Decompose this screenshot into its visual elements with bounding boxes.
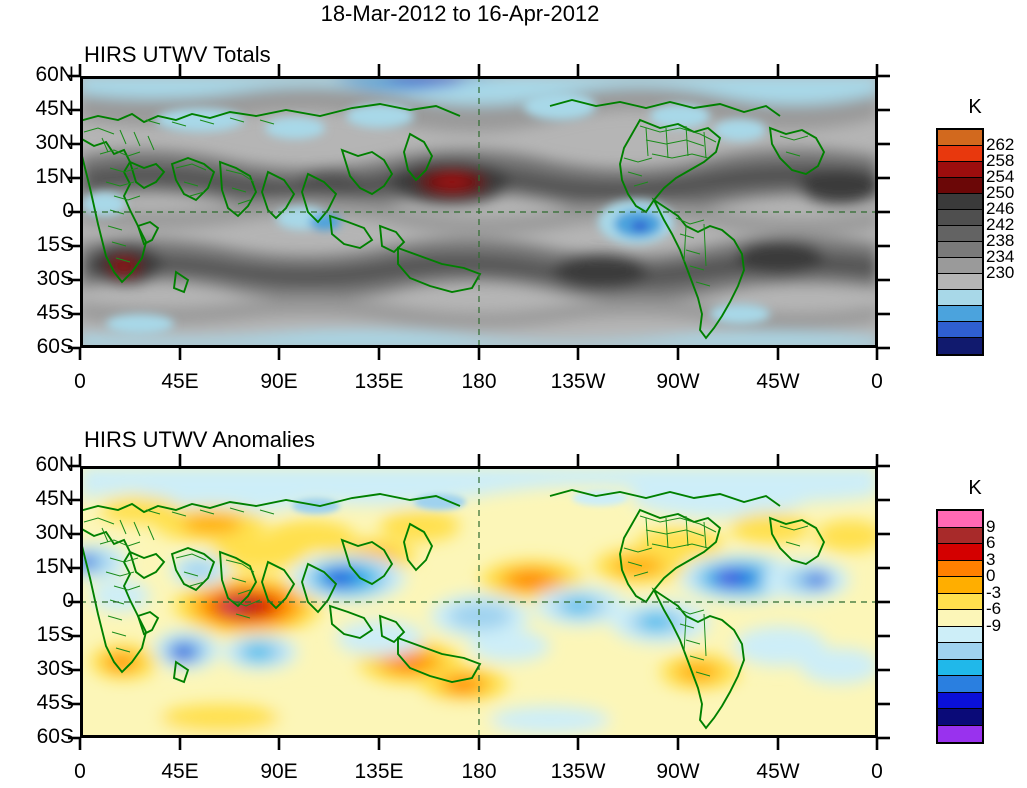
colorbar-band — [938, 692, 982, 709]
lon-label: 0 — [871, 370, 883, 393]
lon-label: 90E — [260, 760, 298, 783]
lon-label: 45W — [756, 760, 800, 783]
colorbar-tick-label: 238 — [986, 231, 1015, 250]
colorbar-band — [938, 709, 982, 726]
colorbar-band — [938, 242, 982, 258]
panel-title-totals: HIRS UTWV Totals — [84, 42, 271, 67]
colorbar-band — [938, 544, 982, 561]
colorbar-tick-label: -3 — [986, 582, 1002, 602]
colorbar-band — [938, 258, 982, 274]
lat-label: 0 — [62, 589, 74, 612]
colorbar-tick-label: 262 — [986, 135, 1015, 154]
colorbar-tick-label: 9 — [986, 516, 996, 536]
colorbar-tick-label: 3 — [986, 549, 996, 569]
colorbar-tick-label: 258 — [986, 151, 1015, 170]
lon-label: 0 — [74, 760, 86, 783]
colorbar-tick-label: 246 — [986, 199, 1015, 218]
colorbar-tick-label: 250 — [986, 183, 1015, 202]
lon-label: 180 — [461, 370, 497, 393]
colorbar-band — [938, 290, 982, 306]
colorbar-band — [938, 274, 982, 290]
colorbar-band — [938, 610, 982, 627]
lat-label: 15S — [36, 233, 74, 256]
lon-label: 180 — [461, 760, 497, 783]
lon-label: 135W — [550, 370, 606, 393]
lon-label: 90W — [656, 370, 700, 393]
lon-label: 45E — [161, 370, 199, 393]
colorbar-band — [938, 338, 982, 354]
colorbar-band — [938, 322, 982, 338]
colorbar-band — [938, 162, 982, 178]
panel-title-anomalies: HIRS UTWV Anomalies — [84, 427, 316, 452]
map-anomalies[interactable] — [80, 466, 878, 738]
colorbar-unit-anomalies: K — [968, 477, 982, 499]
colorbar-tick-label: -6 — [986, 599, 1002, 618]
lat-label: 15S — [36, 623, 74, 646]
colorbar-tick-label: 6 — [986, 533, 996, 552]
lon-label: 90W — [656, 760, 700, 783]
lon-label: 135E — [354, 370, 404, 393]
lat-label: 15N — [35, 165, 74, 188]
colorbar-tick-label: -9 — [986, 615, 1002, 635]
colorbar-tick-label: 254 — [986, 167, 1015, 186]
lat-label: 0 — [62, 199, 74, 222]
map-totals[interactable] — [80, 76, 878, 348]
colorbar-band — [938, 178, 982, 194]
colorbar-band — [938, 130, 982, 146]
lat-label: 15N — [35, 555, 74, 578]
colorbar-unit-totals: K — [968, 96, 982, 118]
colorbar-tick-label: 230 — [986, 263, 1015, 282]
colorbar-tick-label: 0 — [986, 566, 996, 585]
lat-label: 60S — [36, 335, 74, 358]
colorbar-band — [938, 626, 982, 643]
colorbar-band — [938, 226, 982, 242]
lat-label: 30N — [35, 131, 74, 154]
page-title: 18-Mar-2012 to 16-Apr-2012 — [320, 1, 600, 26]
colorbar-band — [938, 194, 982, 210]
lon-label: 135W — [550, 760, 606, 783]
lat-label: 60N — [35, 453, 74, 476]
lat-label: 45S — [36, 301, 74, 324]
colorbar-band — [938, 676, 982, 693]
lon-label: 90E — [260, 370, 298, 393]
lon-label: 0 — [871, 760, 883, 783]
lat-label: 30N — [35, 521, 74, 544]
lat-label: 45S — [36, 691, 74, 714]
colorbar-tick-label: 242 — [986, 215, 1015, 234]
lon-label: 45W — [756, 370, 800, 393]
colorbar-band — [938, 511, 982, 528]
colorbar-anomalies[interactable] — [936, 509, 984, 744]
lat-label: 30S — [36, 267, 74, 290]
lon-label: 0 — [74, 370, 86, 393]
colorbar-band — [938, 210, 982, 226]
lat-label: 30S — [36, 657, 74, 680]
lat-label: 45N — [35, 487, 74, 510]
colorbar-band — [938, 725, 982, 742]
colorbar-band — [938, 146, 982, 162]
colorbar-band — [938, 527, 982, 544]
colorbar-tick-label: 234 — [986, 247, 1015, 266]
lat-label: 60S — [36, 725, 74, 748]
colorbar-band — [938, 643, 982, 660]
colorbar-band — [938, 593, 982, 610]
colorbar-band — [938, 659, 982, 676]
colorbar-band — [938, 306, 982, 322]
lat-label: 60N — [35, 63, 74, 86]
colorbar-band — [938, 577, 982, 594]
colorbar-band — [938, 560, 982, 577]
lat-label: 45N — [35, 97, 74, 120]
lon-label: 45E — [161, 760, 199, 783]
colorbar-totals[interactable] — [936, 128, 984, 356]
lon-label: 135E — [354, 760, 404, 783]
